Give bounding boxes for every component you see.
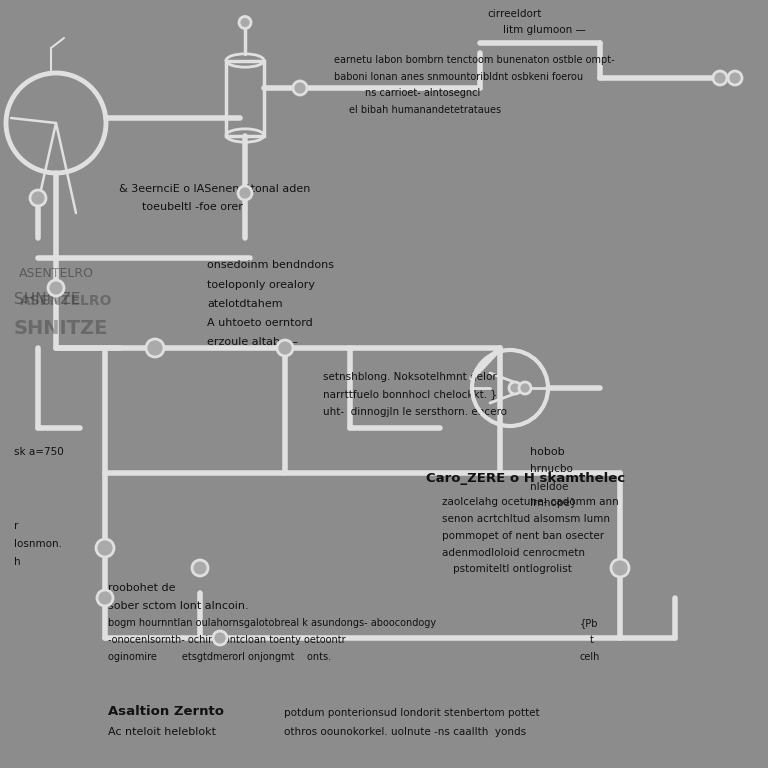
Circle shape xyxy=(213,631,227,645)
Text: oginomire        etsgtdmerorl onjongmt    onts.: oginomire etsgtdmerorl onjongmt onts. xyxy=(108,652,331,662)
Bar xyxy=(226,61,264,135)
Circle shape xyxy=(192,560,208,576)
Text: nleldoe: nleldoe xyxy=(530,482,568,492)
Text: litm glumoon —: litm glumoon — xyxy=(503,25,586,35)
Text: sk a=750: sk a=750 xyxy=(14,447,64,457)
Text: t: t xyxy=(590,635,594,645)
Text: losnmon.: losnmon. xyxy=(14,539,61,549)
Text: A uhtoeto oerntord: A uhtoeto oerntord xyxy=(207,318,313,328)
Text: ASENTELRO: ASENTELRO xyxy=(20,294,112,308)
Circle shape xyxy=(277,340,293,356)
Text: uht-  dinnogjln le sersthorn. ehcero: uht- dinnogjln le sersthorn. ehcero xyxy=(323,407,507,417)
Circle shape xyxy=(239,16,251,28)
Text: h: h xyxy=(14,557,21,567)
Circle shape xyxy=(509,382,521,394)
Text: r: r xyxy=(14,521,18,531)
Text: hrnucbo: hrnucbo xyxy=(530,464,573,474)
Text: baboni lonan anes snmountoribldnt osbkeni foerou: baboni lonan anes snmountoribldnt osbken… xyxy=(334,72,583,82)
Circle shape xyxy=(48,280,64,296)
Text: potdum ponterionsud londorit stenbertom pottet: potdum ponterionsud londorit stenbertom … xyxy=(284,708,540,718)
Circle shape xyxy=(611,559,629,577)
Circle shape xyxy=(96,539,114,557)
Text: SHNITZE: SHNITZE xyxy=(14,319,108,338)
Text: pstomiteltl ontlogrolist: pstomiteltl ontlogrolist xyxy=(453,564,572,574)
Text: roobohet de: roobohet de xyxy=(108,583,175,593)
Text: pommopet of nent ban osecter: pommopet of nent ban osecter xyxy=(442,531,604,541)
Text: Caro_ZERE o H skamthelec: Caro_ZERE o H skamthelec xyxy=(426,472,625,485)
Circle shape xyxy=(713,71,727,85)
Text: zaolcelahg ocetune- cadomm ann: zaolcelahg ocetune- cadomm ann xyxy=(442,497,618,507)
Text: senon acrtchltud alsomsm lumn: senon acrtchltud alsomsm lumn xyxy=(442,514,610,524)
Text: toeloponly orealory: toeloponly orealory xyxy=(207,280,316,290)
Text: ns carrioet- alntosegncl: ns carrioet- alntosegncl xyxy=(365,88,480,98)
Text: -onocenlsornth- ochimnontcloan toenty oetoontr: -onocenlsornth- ochimnontcloan toenty oe… xyxy=(108,635,345,645)
Text: & 3eernciE o lASenenattonal aden: & 3eernciE o lASenenattonal aden xyxy=(119,184,310,194)
Text: el bibah humanandetetrataues: el bibah humanandetetrataues xyxy=(349,105,502,115)
Text: Ac nteloit heleblokt: Ac nteloit heleblokt xyxy=(108,727,216,737)
Text: narrttfuelo bonnhocl chelockkt. }: narrttfuelo bonnhocl chelockkt. } xyxy=(323,389,497,399)
Text: setnshblong. Noksotelhmnt gelor: setnshblong. Noksotelhmnt gelor xyxy=(323,372,496,382)
Circle shape xyxy=(293,81,307,95)
Text: othros oounokorkel. uolnute -ns caallth  yonds: othros oounokorkel. uolnute -ns caallth … xyxy=(284,727,526,737)
Text: {Pb: {Pb xyxy=(580,618,598,628)
Text: toeubeltl -foe orer: toeubeltl -foe orer xyxy=(142,202,243,212)
Text: celh: celh xyxy=(580,652,601,662)
Text: bogm hournntlan oulahornsgalotobreal k asundongs- aboocondogy: bogm hournntlan oulahornsgalotobreal k a… xyxy=(108,618,435,628)
Text: hobob: hobob xyxy=(530,447,564,457)
Text: earnetu labon bombrn tenctoom bunenaton ostble ompt-: earnetu labon bombrn tenctoom bunenaton … xyxy=(334,55,614,65)
Text: cirreeldort: cirreeldort xyxy=(488,9,542,19)
Text: erzoule altab  —: erzoule altab — xyxy=(207,337,299,347)
Text: SHNITZE: SHNITZE xyxy=(14,292,81,307)
Text: sober sctom lont alncoin.: sober sctom lont alncoin. xyxy=(108,601,248,611)
Circle shape xyxy=(30,190,46,206)
Text: onsedoinm bendndons: onsedoinm bendndons xyxy=(207,260,334,270)
Text: lrnhope}: lrnhope} xyxy=(530,498,577,508)
Text: Asaltion Zernto: Asaltion Zernto xyxy=(108,705,223,718)
Text: atelotdtahem: atelotdtahem xyxy=(207,299,283,309)
Circle shape xyxy=(146,339,164,357)
Circle shape xyxy=(238,186,252,200)
Circle shape xyxy=(728,71,742,85)
Circle shape xyxy=(519,382,531,394)
Circle shape xyxy=(97,590,113,606)
Text: adenmodloloid cenrocmetn: adenmodloloid cenrocmetn xyxy=(442,548,584,558)
Text: ASENTELRO: ASENTELRO xyxy=(19,267,94,280)
